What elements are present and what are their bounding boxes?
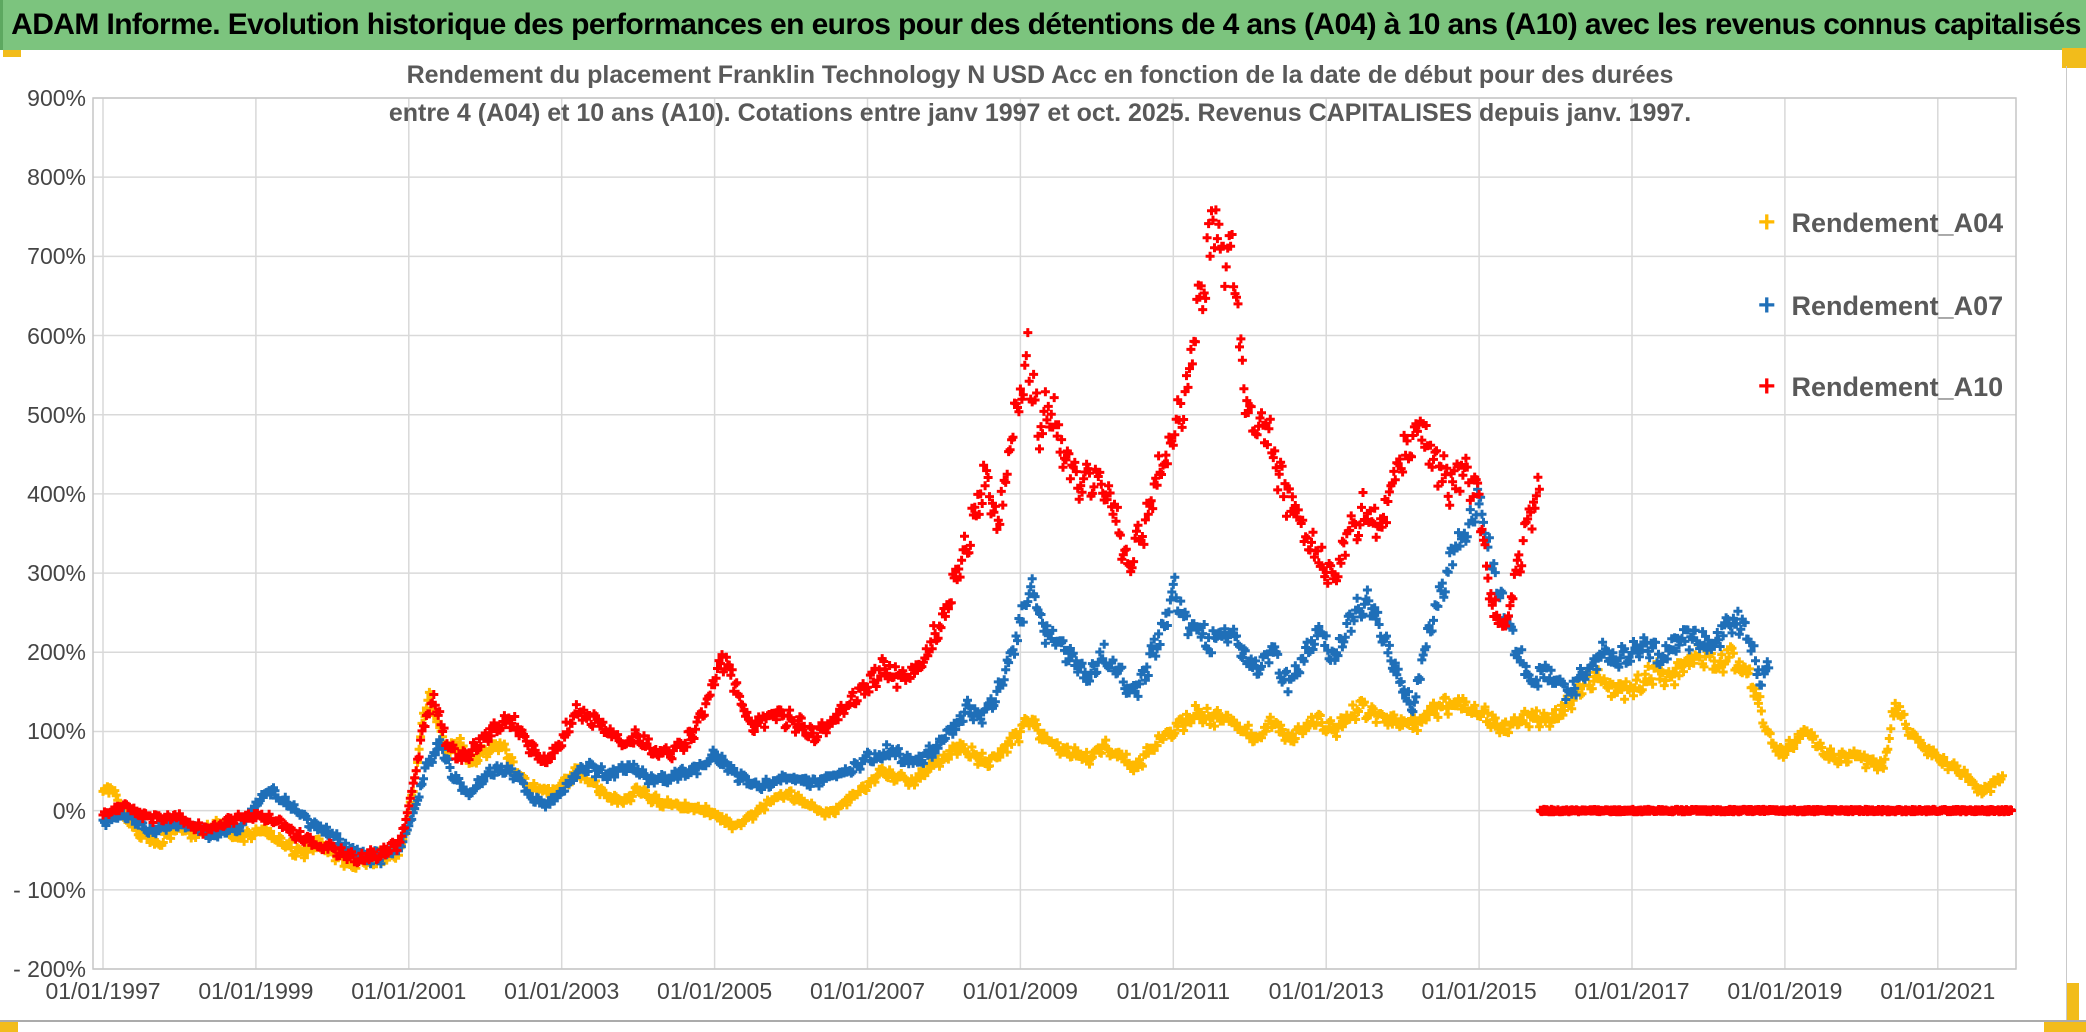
- x-tick-label: 01/01/2011: [1116, 978, 1230, 1004]
- y-tick-label: 200%: [27, 639, 86, 666]
- header-bar: ADAM Informe. Evolution historique des p…: [0, 0, 2086, 50]
- x-tick-label: 01/01/2003: [504, 978, 620, 1004]
- legend-label: Rendement_A10: [1791, 371, 2004, 402]
- x-tick-label: 01/01/1997: [45, 978, 161, 1004]
- legend-plus-marker-icon: +: [1758, 289, 1776, 322]
- x-tick-label: 01/01/1999: [198, 978, 314, 1004]
- y-tick-label: 100%: [27, 718, 86, 745]
- y-tick-label: 600%: [27, 322, 86, 349]
- accent-bottom-right: [2044, 1022, 2086, 1032]
- window-bottom-edge: [0, 1020, 2086, 1022]
- accent-top-right: [2062, 48, 2086, 68]
- accent-bottom-left: [0, 1022, 18, 1032]
- x-tick-label: 01/01/2015: [1421, 978, 1537, 1004]
- y-tick-label: 0%: [52, 797, 86, 824]
- y-tick-label: 900%: [27, 85, 86, 111]
- legend-item-Rendement_A04[interactable]: + Rendement_A04: [1758, 203, 2003, 243]
- y-tick-label: - 100%: [13, 876, 86, 903]
- legend-label: Rendement_A04: [1791, 207, 2004, 238]
- plot-border: [92, 97, 2017, 970]
- series-Rendement_A04: [98, 640, 2007, 873]
- y-tick-label: 800%: [27, 164, 86, 191]
- x-tick-label: 01/01/2017: [1574, 978, 1690, 1004]
- x-tick-label: 01/01/2001: [351, 978, 467, 1004]
- x-tick-label: 01/01/2021: [1880, 978, 1996, 1004]
- x-tick-label: 01/01/2013: [1268, 978, 1384, 1004]
- legend-label: Rendement_A07: [1791, 290, 2004, 321]
- y-tick-label: 400%: [27, 480, 86, 507]
- chart-title-line1: Rendement du placement Franklin Technolo…: [406, 61, 1674, 89]
- series-Rendement_A07: [98, 484, 1774, 869]
- header-title: ADAM Informe. Evolution historique des p…: [11, 8, 2081, 41]
- y-tick-label: - 200%: [13, 956, 86, 982]
- x-tick-label: 01/01/2007: [809, 978, 926, 1004]
- legend-item-Rendement_A10[interactable]: + Rendement_A10: [1758, 367, 2003, 407]
- y-tick-label: 300%: [27, 560, 86, 587]
- chart-title-line2: entre 4 (A04) et 10 ans (A10). Cotations…: [388, 99, 1692, 127]
- accent-top-left: [3, 50, 21, 57]
- x-tick-label: 01/01/2009: [962, 978, 1078, 1004]
- legend-plus-marker-icon: +: [1758, 370, 1776, 403]
- y-tick-label: 700%: [27, 243, 86, 270]
- legend-plus-marker-icon: +: [1758, 206, 1776, 239]
- x-tick-label: 01/01/2005: [657, 978, 773, 1004]
- accent-right-bar: [2066, 983, 2079, 1028]
- legend-item-Rendement_A07[interactable]: + Rendement_A07: [1758, 286, 2003, 326]
- chart-title: Rendement du placement Franklin Technolo…: [340, 56, 1740, 132]
- x-tick-label: 01/01/2019: [1727, 978, 1843, 1004]
- y-tick-label: 500%: [27, 401, 86, 428]
- series-Rendement_A10: [98, 205, 2016, 868]
- window-right-edge: [2066, 66, 2067, 1020]
